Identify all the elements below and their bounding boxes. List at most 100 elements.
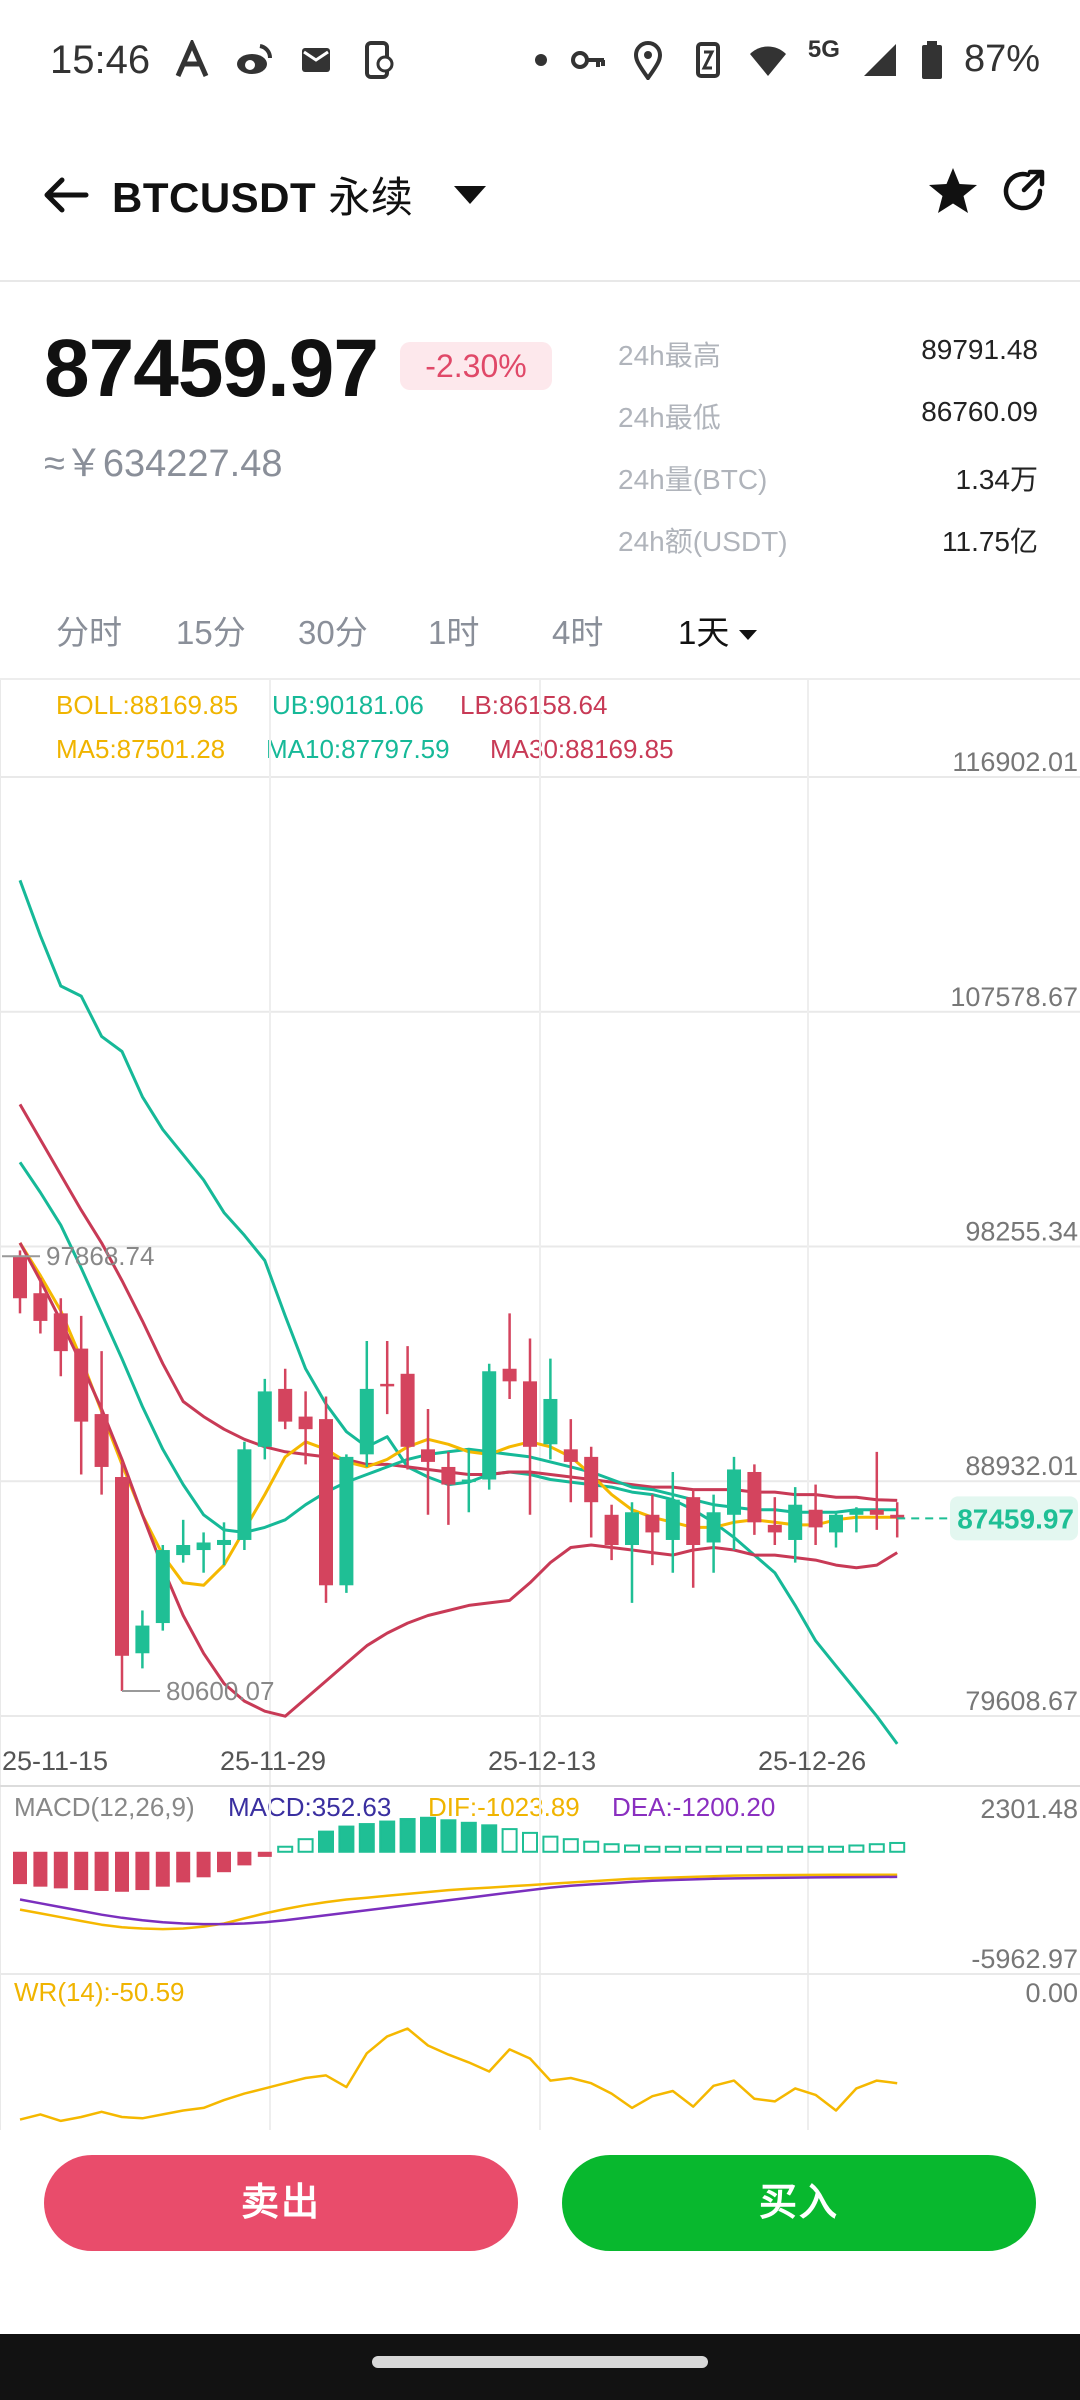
macd-histogram-bar [176, 1851, 191, 1883]
last-price: 87459.97 [44, 323, 379, 414]
star-icon[interactable] [925, 164, 981, 220]
macd-histogram-bar [13, 1851, 27, 1885]
home-gesture-pill[interactable] [372, 2356, 708, 2368]
wifi-icon [749, 46, 786, 76]
candle-body [686, 1497, 701, 1546]
system-nav-bar [0, 2334, 1080, 2400]
macd-axis-max-label: 2301.48 [980, 1794, 1078, 1824]
macd-histogram-bar [766, 1845, 783, 1853]
location-icon [633, 40, 662, 80]
kline-chart[interactable]: 116902.01 107578.67 98255.34 88932.01 79608.… [0, 0, 1080, 2140]
candle-body [665, 1499, 680, 1540]
legend-boll: BOLL:88169.85 [56, 690, 239, 720]
macd-histogram-bar [196, 1851, 211, 1878]
sell-label: 卖出 [240, 2182, 321, 2224]
macd-histogram-bar [318, 1830, 334, 1853]
macd-histogram-bar [807, 1845, 824, 1853]
candle-body [298, 1416, 313, 1430]
stat-value: 89791.48 [921, 334, 1038, 365]
candle-body [257, 1391, 272, 1447]
candle-body [788, 1504, 803, 1540]
boll-upper-line [18, 879, 899, 1745]
macd-histogram-bar [379, 1820, 396, 1853]
macd-histogram-bar [501, 1828, 518, 1853]
candle-body [604, 1514, 619, 1546]
legend-dea: DEA:-1200.20 [612, 1792, 776, 1822]
ma5-line [18, 1242, 898, 1587]
macd-histogram-bar [33, 1851, 48, 1887]
tab-interval-4h[interactable]: 4时 [552, 614, 604, 651]
candle-body [94, 1414, 109, 1467]
low-marker-label: 80600.07 [166, 1676, 274, 1706]
share-icon[interactable] [1000, 168, 1046, 214]
legend-lb: LB:86158.64 [460, 690, 608, 720]
network-type: 5G [807, 35, 840, 63]
candle-body [706, 1512, 721, 1543]
macd-histogram-bar [562, 1838, 579, 1853]
macd-dea-line [19, 1875, 898, 1926]
ma10-line [18, 1161, 898, 1534]
stat-value: 86760.09 [921, 396, 1038, 427]
high-marker-label: 97868.74 [46, 1241, 154, 1271]
last-price-tag: 87459.97 [957, 1503, 1074, 1534]
stat-label: 24h最低 [618, 402, 721, 433]
tab-interval-15m[interactable]: 15分 [176, 614, 246, 651]
macd-histogram-bar [277, 1845, 294, 1853]
wr-axis-label: 0.00 [1025, 1978, 1078, 2008]
candle-body [380, 1383, 395, 1387]
candle-body [441, 1466, 456, 1485]
macd-histogram-bar [705, 1845, 722, 1853]
x-axis-date-label: 25-11-15 [2, 1746, 108, 1776]
battery-icon [921, 40, 942, 79]
candle-body [53, 1313, 68, 1352]
candle-body [829, 1514, 843, 1533]
legend-ub: UB:90181.06 [272, 690, 424, 720]
candle-body [400, 1373, 415, 1447]
candle-body [849, 1509, 864, 1515]
back-arrow-icon[interactable] [40, 168, 94, 222]
wr-line [19, 2027, 898, 2123]
legend-wr: WR(14):-50.59 [14, 1977, 185, 2007]
stat-24h-low: 24h最低 86760.09 [618, 396, 1038, 458]
candle-body [482, 1371, 497, 1480]
candle-body [74, 1348, 89, 1422]
buy-button[interactable]: 买入 [562, 2155, 1036, 2251]
font-a-icon [175, 40, 209, 78]
symbol-title[interactable]: BTCUSDT 永续 [112, 164, 413, 225]
y-axis-label: 88932.01 [965, 1451, 1078, 1481]
phone-sync-icon [365, 41, 394, 79]
macd-histogram-bar [889, 1841, 906, 1853]
dropdown-caret-icon[interactable] [450, 180, 490, 210]
sell-button[interactable]: 卖出 [44, 2155, 518, 2251]
tab-interval-timeline[interactable]: 分时 [56, 614, 122, 651]
candle-body [217, 1539, 231, 1546]
tab-interval-1d[interactable]: 1天 [678, 606, 759, 654]
tab-interval-30m[interactable]: 30分 [298, 614, 368, 651]
legend-ma5: MA5:87501.28 [56, 734, 226, 764]
battery-percent: 87% [963, 38, 1040, 80]
candle-body [196, 1542, 211, 1551]
macd-histogram-bar [94, 1851, 109, 1891]
tab-interval-1h[interactable]: 1时 [428, 614, 480, 651]
macd-histogram-bar [297, 1838, 314, 1853]
candle-body [563, 1449, 578, 1462]
candle-body [502, 1368, 517, 1382]
candle-body [33, 1293, 48, 1321]
stat-value: 11.75亿 [942, 526, 1038, 557]
macd-histogram-bar [420, 1816, 436, 1853]
chart-grid [0, 680, 1080, 2130]
status-system-icons: 5G 87% [534, 35, 1040, 81]
symbol-name: BTCUSDT [112, 174, 317, 221]
macd-histogram-bar [644, 1845, 661, 1853]
candle-body [584, 1456, 599, 1503]
macd-histogram-bar [155, 1851, 170, 1887]
candle-body [13, 1255, 27, 1299]
macd-histogram-bar [115, 1851, 129, 1892]
candle-body [237, 1449, 252, 1540]
candle-body [747, 1471, 762, 1523]
candle-body [625, 1512, 639, 1546]
macd-histogram-bar [583, 1840, 600, 1853]
header-bar: BTCUSDT 永续 [0, 150, 1080, 282]
macd-histogram-bar [53, 1851, 68, 1889]
contract-type: 永续 [328, 174, 414, 221]
